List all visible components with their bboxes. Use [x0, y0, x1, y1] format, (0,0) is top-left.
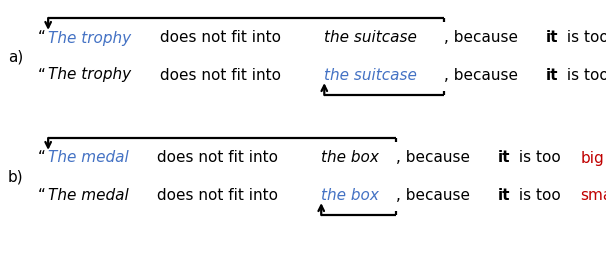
Text: does not fit into: does not fit into: [155, 31, 286, 45]
Text: “: “: [38, 187, 46, 202]
Text: the box: the box: [321, 150, 379, 166]
Text: , because: , because: [396, 150, 474, 166]
Text: The trophy: The trophy: [48, 31, 132, 45]
Text: big: big: [581, 150, 604, 166]
Text: “: “: [38, 31, 46, 45]
Text: the box: the box: [321, 187, 379, 202]
Text: , because: , because: [444, 68, 523, 82]
Text: does not fit into: does not fit into: [152, 150, 283, 166]
Text: , because: , because: [396, 187, 474, 202]
Text: The trophy: The trophy: [48, 68, 132, 82]
Text: The medal: The medal: [48, 187, 129, 202]
Text: is too: is too: [562, 68, 606, 82]
Text: a): a): [8, 50, 23, 64]
Text: does not fit into: does not fit into: [155, 68, 286, 82]
Text: the suitcase: the suitcase: [324, 31, 417, 45]
Text: it: it: [498, 187, 510, 202]
Text: is too: is too: [562, 31, 606, 45]
Text: small: small: [581, 187, 606, 202]
Text: The medal: The medal: [48, 150, 129, 166]
Text: it: it: [498, 150, 510, 166]
Text: the suitcase: the suitcase: [324, 68, 417, 82]
Text: does not fit into: does not fit into: [152, 187, 283, 202]
Text: is too: is too: [514, 187, 565, 202]
Text: , because: , because: [444, 31, 523, 45]
Text: b): b): [8, 169, 24, 185]
Text: “: “: [38, 150, 46, 166]
Text: it: it: [546, 31, 558, 45]
Text: is too: is too: [514, 150, 565, 166]
Text: “: “: [38, 68, 46, 82]
Text: it: it: [546, 68, 558, 82]
